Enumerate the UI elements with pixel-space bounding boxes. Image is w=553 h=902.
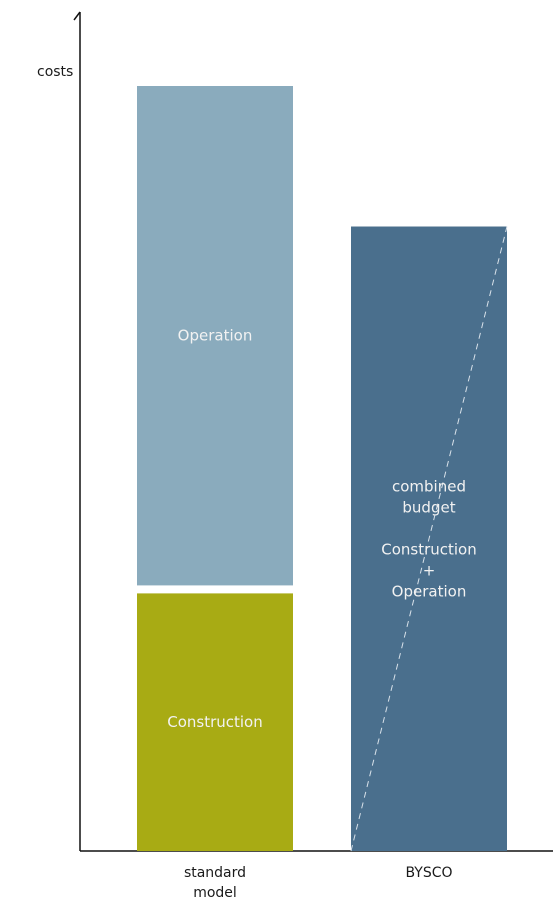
y-axis-label: costs <box>37 64 73 80</box>
bar-segment-operation <box>137 86 293 586</box>
segment-label-combined-budget: combined budget Construction + Operation <box>381 477 477 600</box>
label-group: costs Construction Operation combined budget… <box>37 64 477 901</box>
category-label-0: standard model <box>184 865 246 901</box>
bar-group <box>137 86 508 852</box>
segment-label-operation: Operation <box>178 327 253 345</box>
combined-budget-dashed-line <box>350 226 508 852</box>
category-label-1: BYSCO <box>405 865 452 881</box>
bar-segment-construction <box>137 593 293 851</box>
y-axis-tip <box>73 11 81 21</box>
segment-label-construction: Construction <box>167 713 263 731</box>
